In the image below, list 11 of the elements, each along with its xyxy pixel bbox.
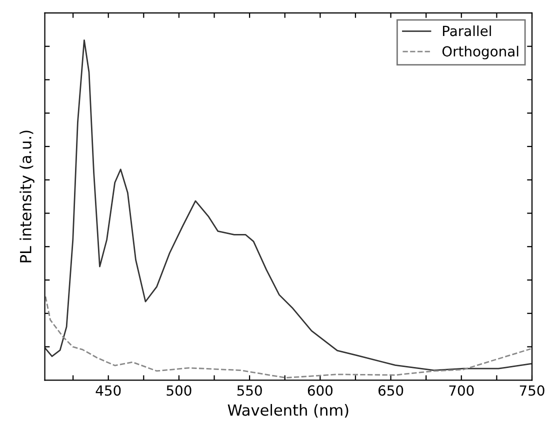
y-axis-title: PL intensity (a.u.) — [20, 130, 34, 262]
x-axis-title: Wavelenth (nm) — [228, 404, 348, 418]
legend-label: Parallel — [442, 25, 491, 36]
legend-label: Orthogonal — [442, 46, 518, 60]
x-tick-label: 650 — [378, 385, 404, 396]
x-tick-label: 450 — [96, 385, 121, 396]
x-tick-label: 500 — [166, 385, 192, 396]
x-tick-label: 750 — [520, 385, 544, 396]
x-tick-label: 550 — [237, 385, 262, 396]
x-tick-label: 700 — [449, 385, 474, 396]
x-tick-label: 600 — [308, 385, 333, 396]
